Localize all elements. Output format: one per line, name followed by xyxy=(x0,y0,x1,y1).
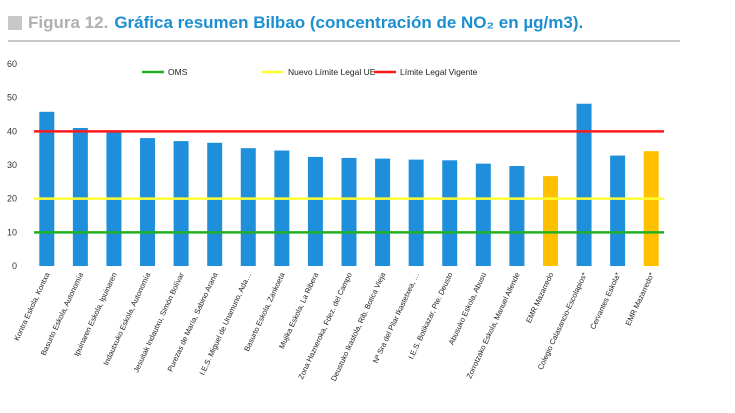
bar xyxy=(307,156,323,266)
y-tick-label: 40 xyxy=(7,126,17,136)
reference-lines xyxy=(34,130,664,234)
figure-header: Figura 12. Gráfica resumen Bilbao (conce… xyxy=(8,10,583,36)
y-tick-label: 30 xyxy=(7,160,17,170)
y-tick-label: 0 xyxy=(12,261,17,271)
x-tick-label: Abusuko Eskola, Abusu xyxy=(447,271,488,346)
bar xyxy=(408,159,424,266)
bar xyxy=(610,155,626,266)
bar xyxy=(576,103,592,266)
x-tick-label: EMR Mazarredo xyxy=(524,271,555,324)
y-axis: 0 10 20 30 40 50 60 xyxy=(7,59,17,271)
bar xyxy=(509,166,525,266)
bar xyxy=(140,138,156,266)
legend-label: OMS xyxy=(168,67,188,77)
bar xyxy=(240,148,256,266)
y-tick-label: 10 xyxy=(7,227,17,237)
bar xyxy=(207,142,223,266)
legend-label: Nuevo Límite Legal UE xyxy=(288,67,376,77)
x-tick-label: EMR Mazarredo* xyxy=(624,271,656,327)
bar xyxy=(375,158,391,266)
figure-title: Gráfica resumen Bilbao (concentración de… xyxy=(114,13,584,32)
bar xyxy=(341,157,357,266)
legend: OMS Nuevo Límite Legal UE Límite Legal Vig… xyxy=(142,67,478,77)
title-divider xyxy=(8,40,680,42)
bar xyxy=(39,111,55,266)
bars xyxy=(39,103,659,266)
y-tick-label: 20 xyxy=(7,194,17,204)
bar xyxy=(72,127,88,266)
bar xyxy=(173,141,189,266)
bar xyxy=(442,160,458,266)
figure-label: Figura 12. xyxy=(28,13,109,32)
bar xyxy=(274,150,290,266)
bar xyxy=(475,163,491,266)
bar xyxy=(542,176,558,266)
figure-square-icon xyxy=(8,16,22,30)
y-tick-label: 60 xyxy=(7,59,17,69)
x-tick-label: Cervantes Eskola* xyxy=(588,271,622,331)
y-tick-label: 50 xyxy=(7,93,17,103)
bar-chart: 0 10 20 30 40 50 60 OMS Nuevo Límite Legal UE Lí… xyxy=(7,59,664,382)
bar xyxy=(643,151,659,266)
legend-label: Límite Legal Vigente xyxy=(400,67,478,77)
x-tick-label: Kontra Eskola, Kontxa xyxy=(12,270,52,342)
